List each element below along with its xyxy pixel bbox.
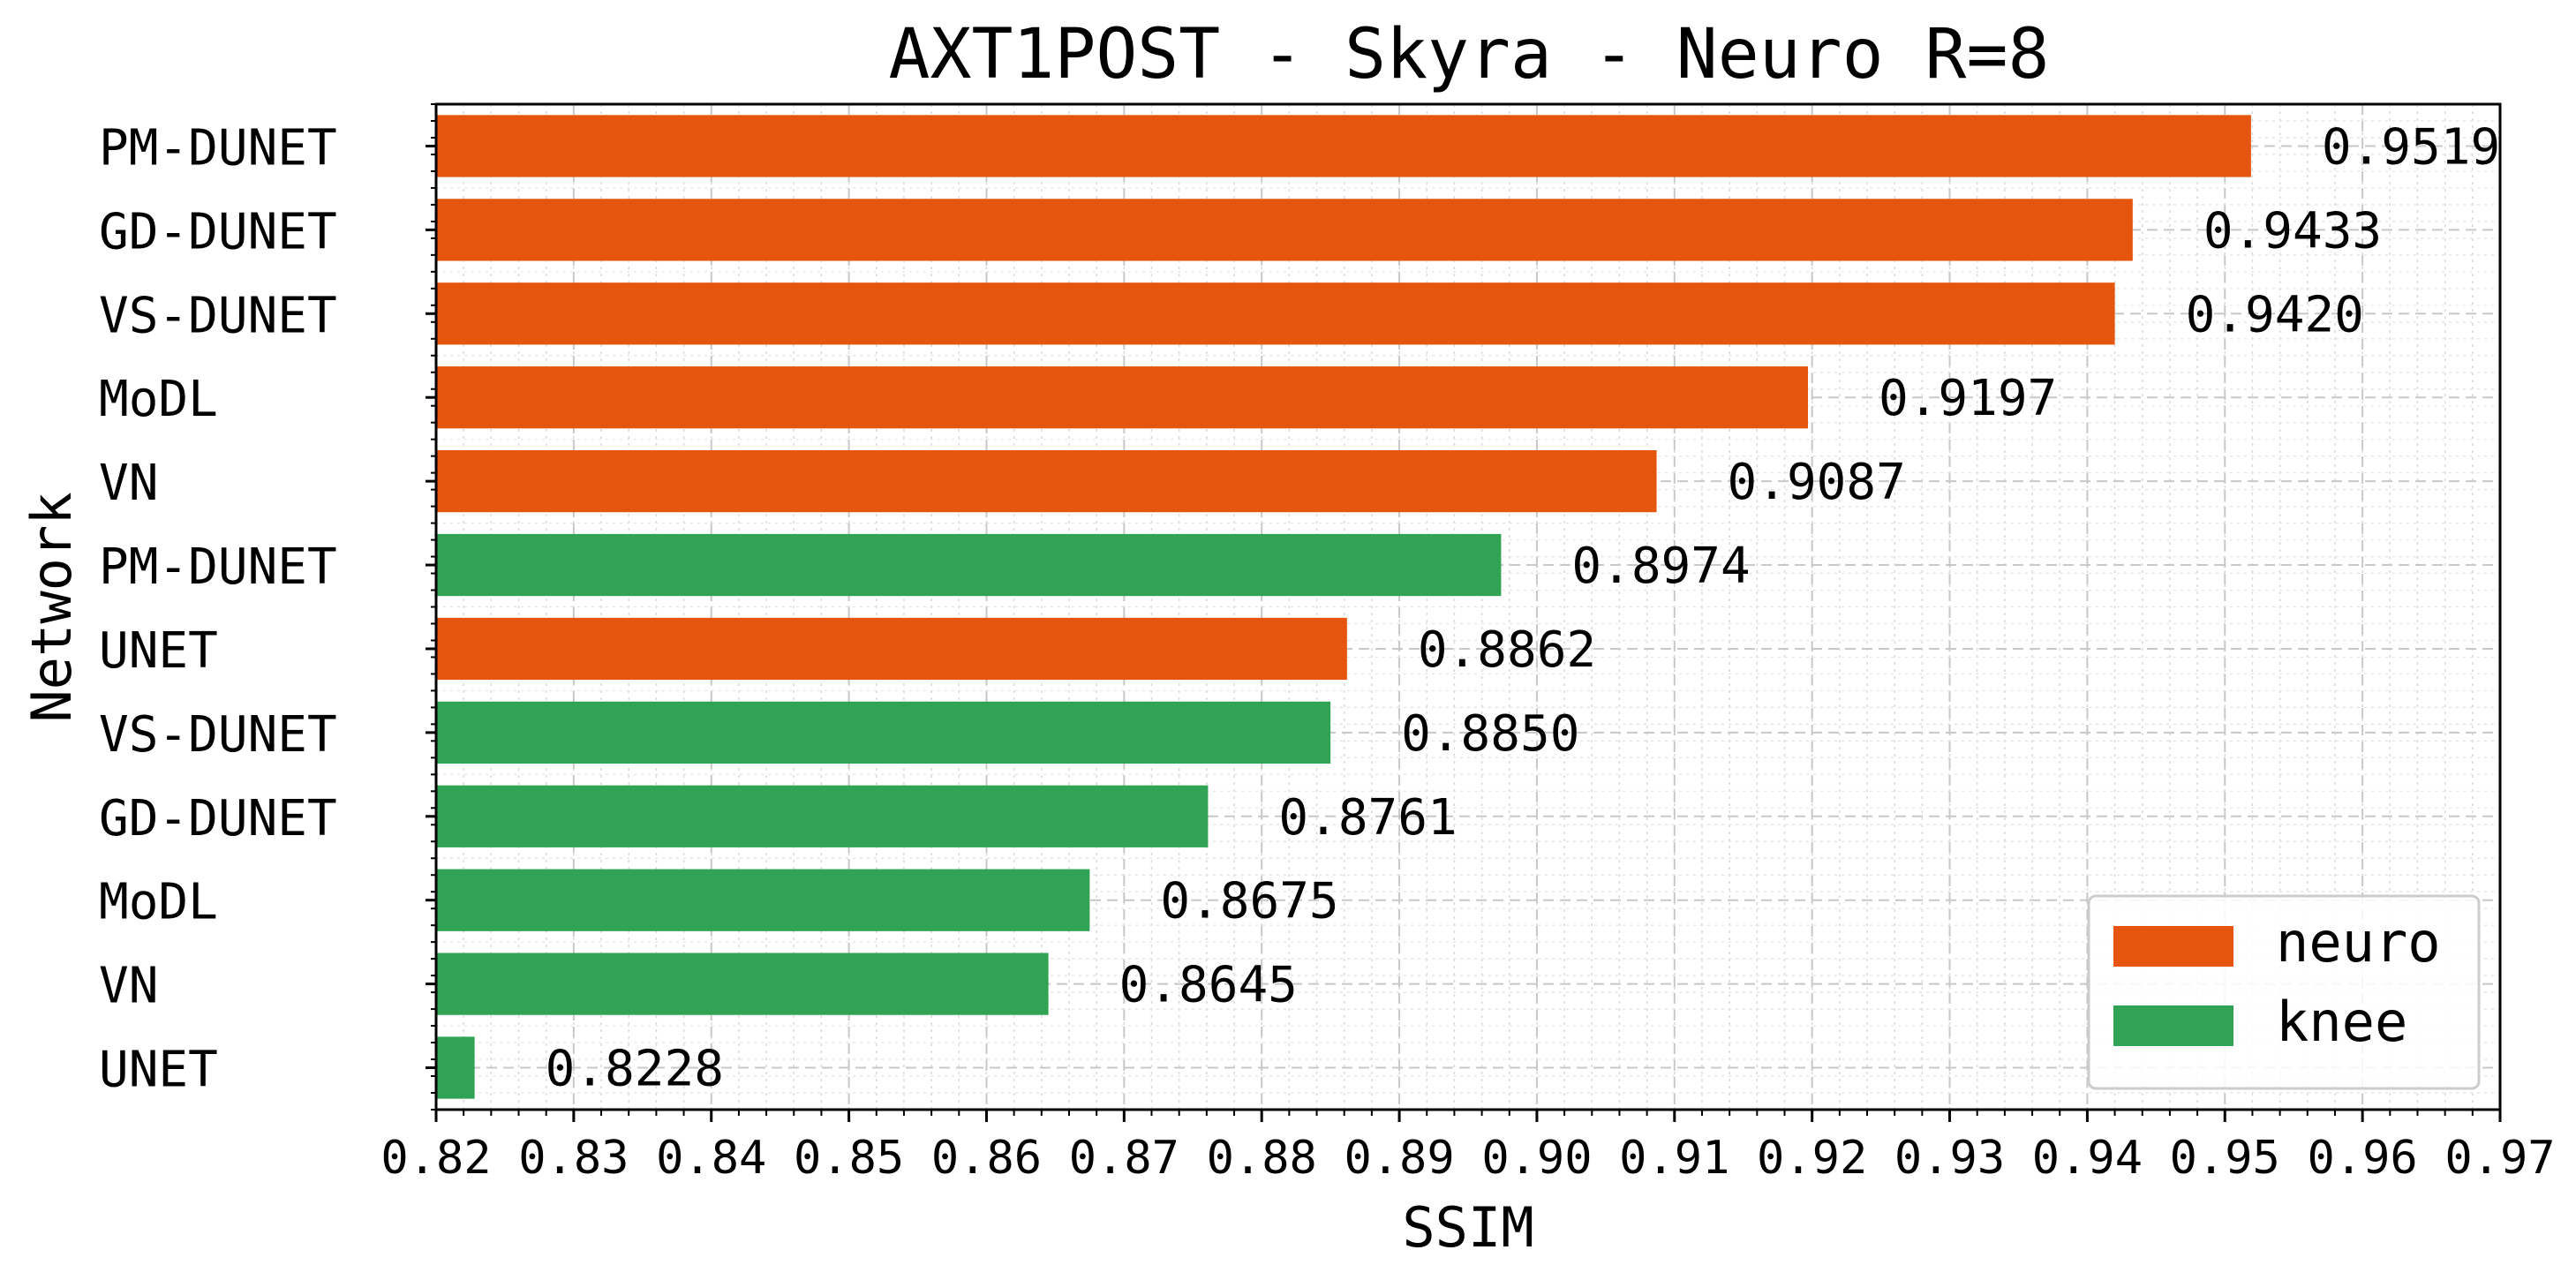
x-tick-label: 0.93 bbox=[1894, 1132, 2005, 1185]
y-tick-label: PM-DUNET bbox=[99, 119, 337, 177]
bar-value-label: 0.8974 bbox=[1571, 538, 1750, 595]
x-tick-label: 0.87 bbox=[1069, 1132, 1179, 1185]
y-axis: PM-DUNET GD-DUNET VS-DUNET MoDL VN PM-DUNET UN… bbox=[99, 103, 436, 1111]
y-tick-label: VS-DUNET bbox=[99, 706, 337, 764]
bar-value-label: 0.8675 bbox=[1160, 873, 1338, 930]
chart-title: AXT1POST - Skyra - Neuro R=8 bbox=[889, 15, 2050, 94]
bar-value-label: 0.8645 bbox=[1119, 957, 1298, 1014]
legend-swatch-knee bbox=[2113, 1005, 2233, 1046]
bar-value-label: 0.8850 bbox=[1401, 705, 1579, 763]
bar-neuro bbox=[436, 282, 2115, 345]
y-tick-label: PM-DUNET bbox=[99, 538, 337, 596]
x-tick-label: 0.88 bbox=[1207, 1132, 1317, 1185]
x-tick-label: 0.92 bbox=[1757, 1132, 1867, 1185]
bars bbox=[436, 115, 2251, 1099]
bar-neuro bbox=[436, 115, 2251, 177]
value-labels: 0.9519 0.9433 0.9420 0.9197 0.9087 0.8974 0.88… bbox=[546, 118, 2501, 1097]
x-tick-label: 0.82 bbox=[380, 1132, 491, 1185]
y-tick-label: MoDL bbox=[99, 874, 218, 931]
bar-value-label: 0.8761 bbox=[1278, 789, 1457, 847]
x-tick-label: 0.90 bbox=[1481, 1132, 1592, 1185]
bar-knee bbox=[436, 533, 1502, 597]
legend-label-neuro: neuro bbox=[2276, 910, 2441, 975]
y-tick-label: UNET bbox=[99, 1042, 218, 1099]
x-tick-label: 0.84 bbox=[656, 1132, 766, 1185]
bar-value-label: 0.9197 bbox=[1879, 370, 2057, 427]
bar-value-label: 0.8862 bbox=[1418, 621, 1596, 679]
bar-value-label: 0.9420 bbox=[2186, 286, 2364, 343]
y-axis-label: Network bbox=[19, 492, 84, 722]
x-tick-label: 0.83 bbox=[518, 1132, 629, 1185]
x-tick-label: 0.89 bbox=[1344, 1132, 1454, 1185]
x-axis-label: SSIM bbox=[1402, 1195, 1533, 1260]
x-tick-label: 0.91 bbox=[1619, 1132, 1729, 1185]
x-tick-label: 0.86 bbox=[931, 1132, 1042, 1185]
bar-neuro bbox=[436, 450, 1657, 513]
bar-value-label: 0.8228 bbox=[546, 1041, 724, 1098]
bar-knee bbox=[436, 952, 1049, 1015]
x-tick-label: 0.85 bbox=[794, 1132, 904, 1185]
x-tick-label: 0.94 bbox=[2032, 1132, 2143, 1185]
y-tick-label: VS-DUNET bbox=[99, 287, 337, 344]
bar-neuro bbox=[436, 366, 1808, 429]
y-tick-label: VN bbox=[99, 455, 158, 512]
x-axis: 0.82 0.83 0.84 0.85 0.86 0.87 0.88 0.89 0.90 0.91… bbox=[380, 1110, 2556, 1185]
legend-label-knee: knee bbox=[2276, 990, 2407, 1054]
bar-value-label: 0.9087 bbox=[1728, 454, 1906, 511]
bar-neuro bbox=[436, 199, 2133, 261]
legend-swatch-neuro bbox=[2113, 926, 2233, 967]
bar-knee bbox=[436, 1036, 475, 1099]
y-tick-label: VN bbox=[99, 958, 158, 1015]
bar-value-label: 0.9519 bbox=[2322, 118, 2500, 176]
x-tick-label: 0.96 bbox=[2308, 1132, 2418, 1185]
y-tick-label: MoDL bbox=[99, 371, 218, 428]
y-tick-label: UNET bbox=[99, 622, 218, 680]
x-tick-label: 0.95 bbox=[2170, 1132, 2280, 1185]
x-tick-label: 0.97 bbox=[2444, 1132, 2555, 1185]
legend: neuro knee bbox=[2087, 894, 2481, 1090]
y-tick-label: GD-DUNET bbox=[99, 203, 337, 260]
bar-knee bbox=[436, 869, 1090, 931]
bar-value-label: 0.9433 bbox=[2203, 202, 2382, 260]
bar-knee bbox=[436, 785, 1209, 847]
bar-neuro bbox=[436, 617, 1347, 681]
bar-knee bbox=[436, 701, 1331, 764]
y-tick-label: GD-DUNET bbox=[99, 790, 337, 847]
